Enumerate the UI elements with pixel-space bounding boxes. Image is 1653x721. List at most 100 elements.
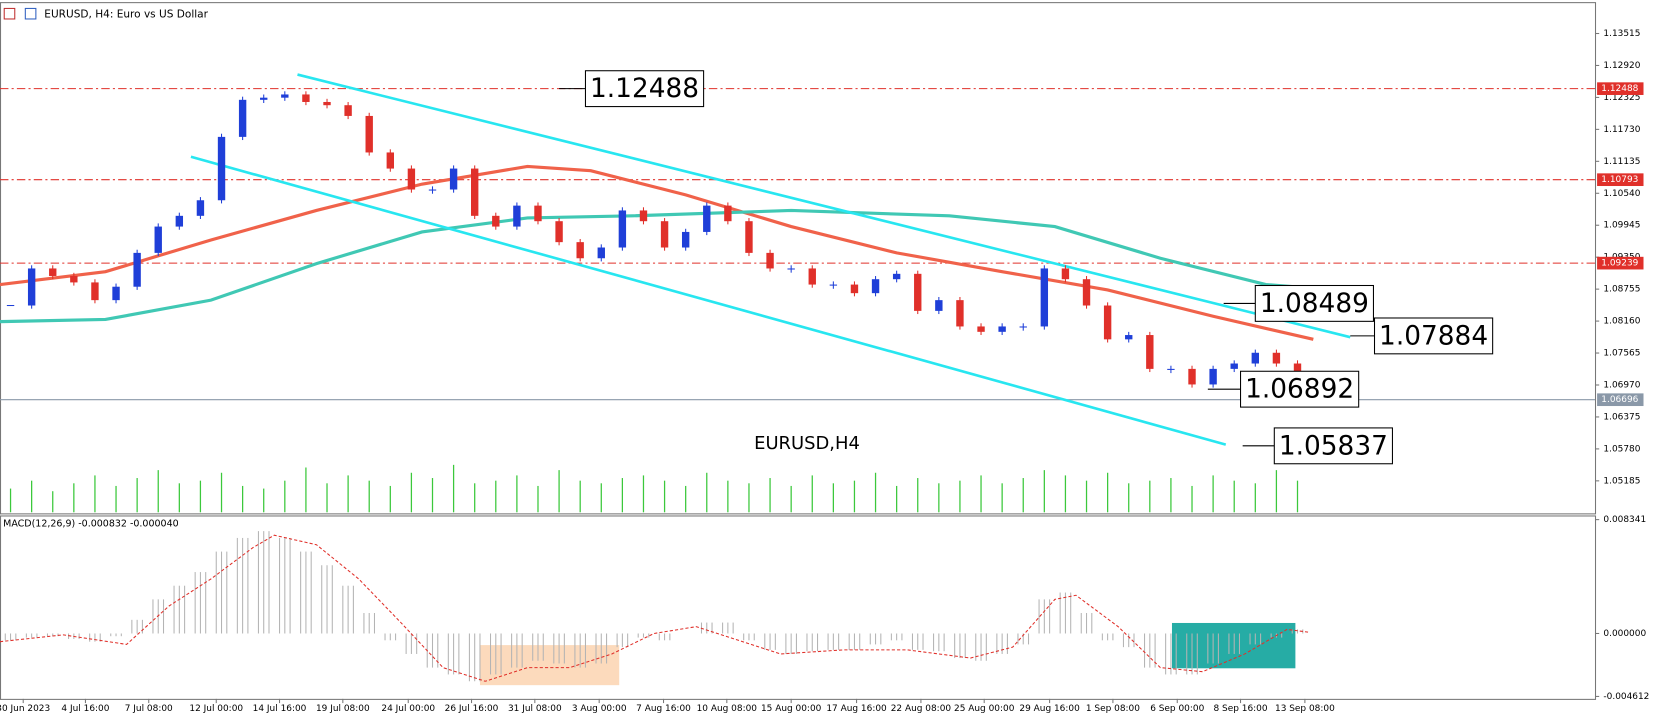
- annotation-box: [1373, 317, 1494, 355]
- candle: [1272, 352, 1281, 364]
- x-tick-label: 26 Jul 16:00: [445, 704, 499, 714]
- candle: [935, 300, 943, 311]
- candle: [914, 273, 922, 311]
- x-tick-label: 12 Jul 00:00: [189, 704, 243, 714]
- candle: [112, 286, 120, 301]
- y-tick-label: 1.09945: [1603, 221, 1640, 231]
- chart-title: EURUSD, H4: Euro vs US Dollar: [44, 9, 208, 21]
- level-label: 1.10793: [1601, 175, 1638, 185]
- candle: [1251, 352, 1260, 364]
- macd-pane-border: [0, 515, 1597, 700]
- candle: [1230, 363, 1238, 369]
- candle: [808, 268, 816, 285]
- price-pane-border: [0, 2, 1597, 515]
- y-tick-label: 1.10540: [1603, 189, 1640, 199]
- y-tick-label: 1.08160: [1603, 317, 1640, 327]
- candle: [534, 205, 542, 222]
- annotation-box: [1254, 284, 1374, 322]
- y-tick-label: -0.004612: [1603, 692, 1649, 702]
- y-tick-label: 1.12325: [1603, 93, 1640, 103]
- y-tick-label: 1.13515: [1603, 29, 1640, 39]
- x-tick-label: 4 Jul 16:00: [61, 704, 109, 714]
- x-tick-label: 31 Jul 08:00: [508, 704, 562, 714]
- x-tick-label: 30 Jun 2023: [0, 704, 50, 714]
- candle: [1061, 268, 1070, 280]
- annotation-label: 1.08489: [1260, 289, 1369, 319]
- x-tick-label: 25 Aug 00:00: [954, 704, 1015, 714]
- candle: [998, 326, 1006, 332]
- candle: [513, 205, 521, 227]
- candle: [597, 247, 605, 259]
- y-tick-label: 1.05185: [1603, 476, 1640, 486]
- candle: [745, 221, 753, 253]
- candle: [871, 279, 880, 294]
- candle: [787, 268, 795, 270]
- candle: [766, 252, 774, 269]
- candle: [1019, 326, 1027, 328]
- indicator-label: MACD(12,26,9) -0.000832 -0.000040: [3, 518, 178, 529]
- x-tick-label: 19 Jul 08:00: [316, 704, 370, 714]
- candle: [1146, 335, 1154, 369]
- annotation-box: [1273, 427, 1393, 465]
- candle: [154, 226, 162, 253]
- y-tick-label: 1.12920: [1603, 61, 1640, 71]
- candle: [428, 189, 437, 191]
- candle: [724, 205, 732, 222]
- candle: [618, 210, 627, 248]
- candle: [471, 168, 479, 216]
- candle: [1209, 368, 1217, 385]
- x-tick-label: 17 Aug 16:00: [826, 704, 887, 714]
- candle: [175, 215, 184, 227]
- icon: [24, 7, 37, 20]
- x-tick-label: 7 Aug 16:00: [636, 704, 691, 714]
- candle: [323, 101, 331, 106]
- candle: [660, 221, 669, 248]
- candle: [639, 210, 648, 222]
- candle: [829, 284, 838, 286]
- icon: [3, 7, 16, 20]
- current-price-tag: [1597, 393, 1644, 407]
- candle: [703, 205, 711, 232]
- level-tag: [1597, 173, 1644, 187]
- channel-line: [190, 155, 1227, 446]
- candle: [91, 282, 99, 301]
- candle: [386, 152, 394, 169]
- x-tick-label: 29 Aug 16:00: [1019, 704, 1080, 714]
- y-tick-label: 1.11135: [1603, 157, 1640, 167]
- annotation-label: 1.06892: [1245, 375, 1354, 405]
- candle: [49, 268, 57, 276]
- candle: [492, 215, 500, 227]
- watermark: EURUSD,H4: [754, 433, 860, 454]
- y-tick-label: 0.000000: [1603, 629, 1646, 639]
- x-tick-label: 22 Aug 08:00: [891, 704, 952, 714]
- y-tick-label: 1.07565: [1603, 349, 1640, 359]
- candle: [1040, 268, 1049, 327]
- candle: [977, 326, 985, 332]
- candle: [1103, 305, 1112, 340]
- header-icons: [3, 7, 37, 20]
- x-tick-label: 24 Jul 00:00: [381, 704, 435, 714]
- candle: [956, 300, 964, 327]
- current-price-label: 1.06696: [1601, 395, 1638, 405]
- candle: [1167, 368, 1175, 370]
- x-tick-label: 13 Sep 08:00: [1275, 704, 1335, 714]
- annotation-box: [584, 70, 705, 108]
- y-tick-label: 1.08755: [1603, 285, 1640, 295]
- level-label: 1.12488: [1601, 84, 1638, 94]
- candle: [681, 231, 690, 248]
- candle: [196, 200, 205, 216]
- channel-line: [297, 73, 1351, 339]
- y-tick-label: 1.06375: [1603, 412, 1640, 422]
- y-tick-label: 1.06970: [1603, 380, 1640, 390]
- candle: [238, 99, 247, 137]
- candle: [27, 268, 36, 306]
- candle: [133, 252, 141, 287]
- level-tag: [1597, 256, 1644, 270]
- macd-signal: [0, 534, 1309, 682]
- candle: [850, 284, 859, 294]
- moving-average: [0, 208, 1335, 324]
- candle: [281, 94, 289, 98]
